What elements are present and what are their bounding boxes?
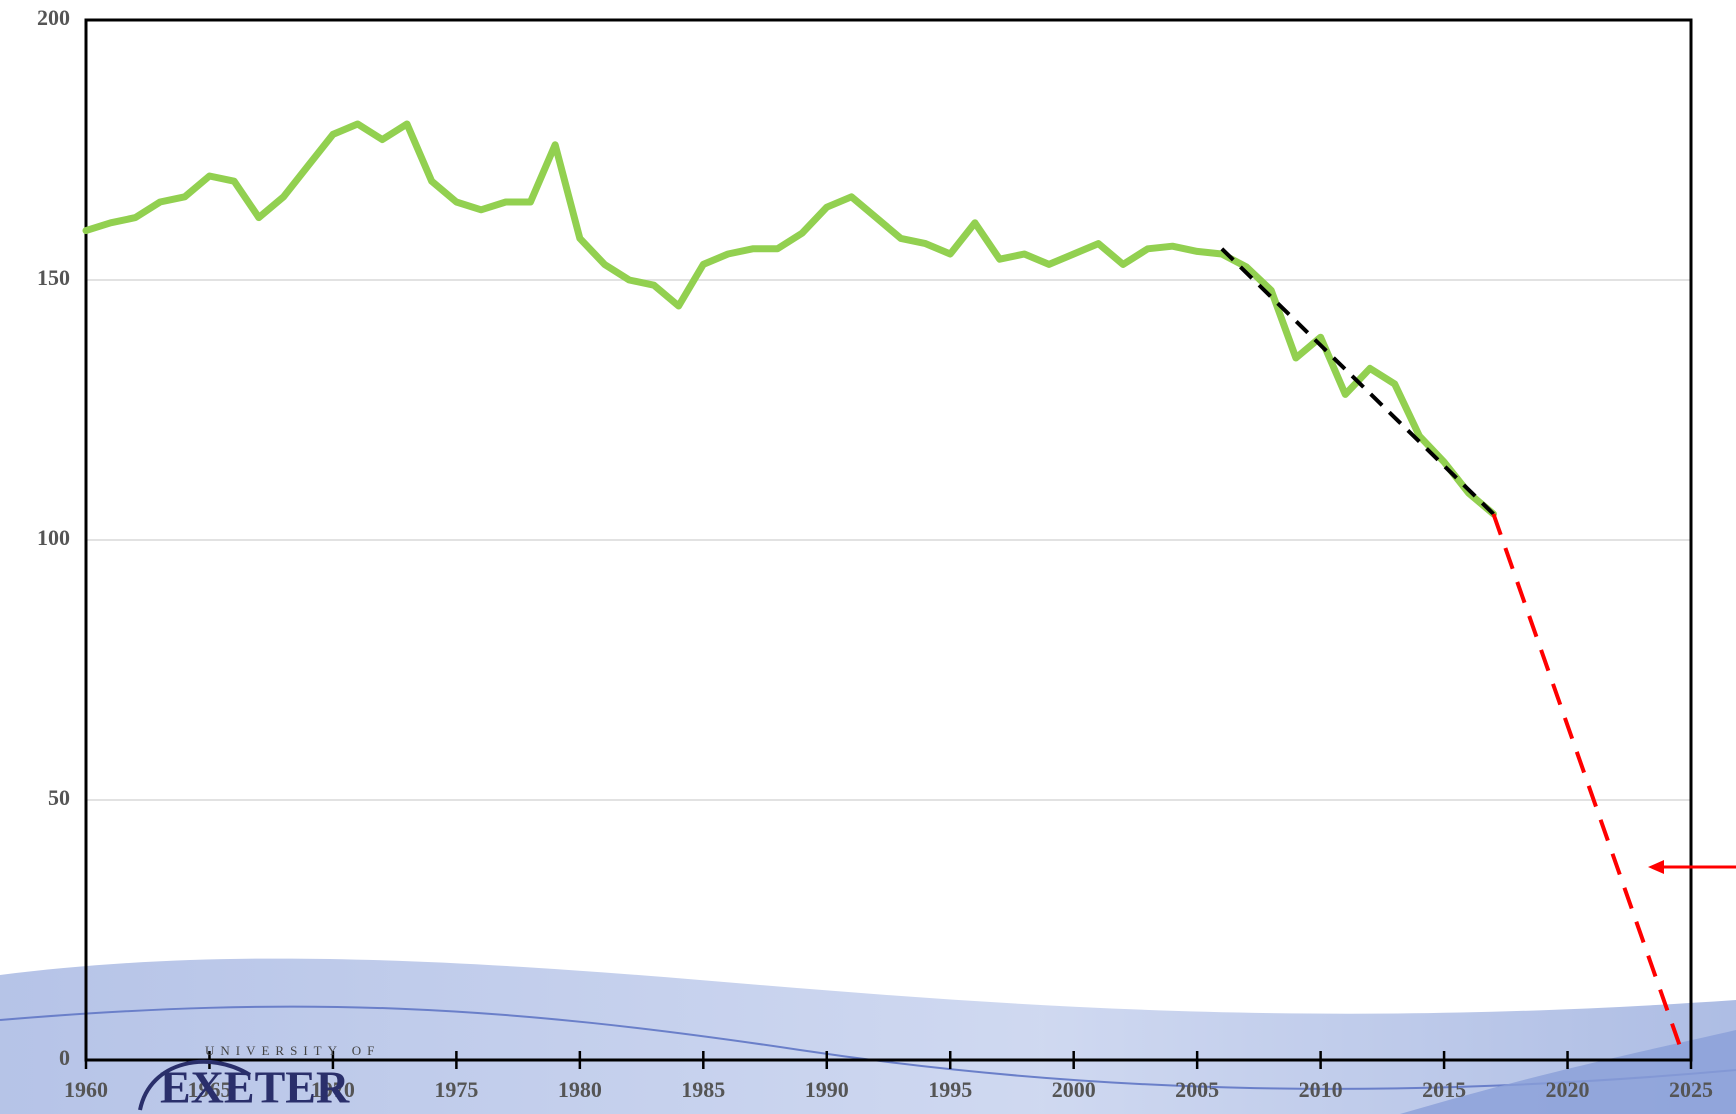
- plot-area: 0 50 100 150 200 1960 1965 1970 1975 1980 1985 1990…: [37, 5, 1713, 1102]
- y-tick-label: 200: [37, 5, 70, 30]
- x-tick-label: 1965: [187, 1077, 231, 1102]
- x-tick-label: 1995: [928, 1077, 972, 1102]
- projection-line: [1491, 513, 1684, 1051]
- data-line: [82, 120, 1497, 518]
- y-tick-label: 0: [59, 1045, 70, 1070]
- x-tick-label: 2000: [1052, 1077, 1096, 1102]
- x-tick-label: 2010: [1299, 1077, 1343, 1102]
- background-wave: [0, 958, 1736, 1114]
- x-tick-label: 1975: [434, 1077, 478, 1102]
- logo-line2: EXETER: [160, 1062, 350, 1113]
- annotation-arrow: [1648, 860, 1736, 874]
- x-tick-label: 2020: [1546, 1077, 1590, 1102]
- x-tick-label: 1990: [805, 1077, 849, 1102]
- x-tick-label: 1985: [681, 1077, 725, 1102]
- x-tick-label: 2005: [1175, 1077, 1219, 1102]
- y-tick-label: 100: [37, 525, 70, 550]
- plot-frame: [84, 18, 1693, 1062]
- y-tick-label: 50: [48, 785, 70, 810]
- x-tick-label: 2015: [1422, 1077, 1466, 1102]
- x-tick-label: 1970: [311, 1077, 355, 1102]
- y-tick-label: 150: [37, 265, 70, 290]
- trend-line: [1220, 247, 1495, 516]
- x-tick-label: 1960: [64, 1077, 108, 1102]
- x-tick-label: 2025: [1669, 1077, 1713, 1102]
- x-tick-label: 1980: [558, 1077, 602, 1102]
- logo-line1: UNIVERSITY OF: [205, 1043, 380, 1058]
- logo: UNIVERSITY OF EXETER: [138, 1043, 380, 1113]
